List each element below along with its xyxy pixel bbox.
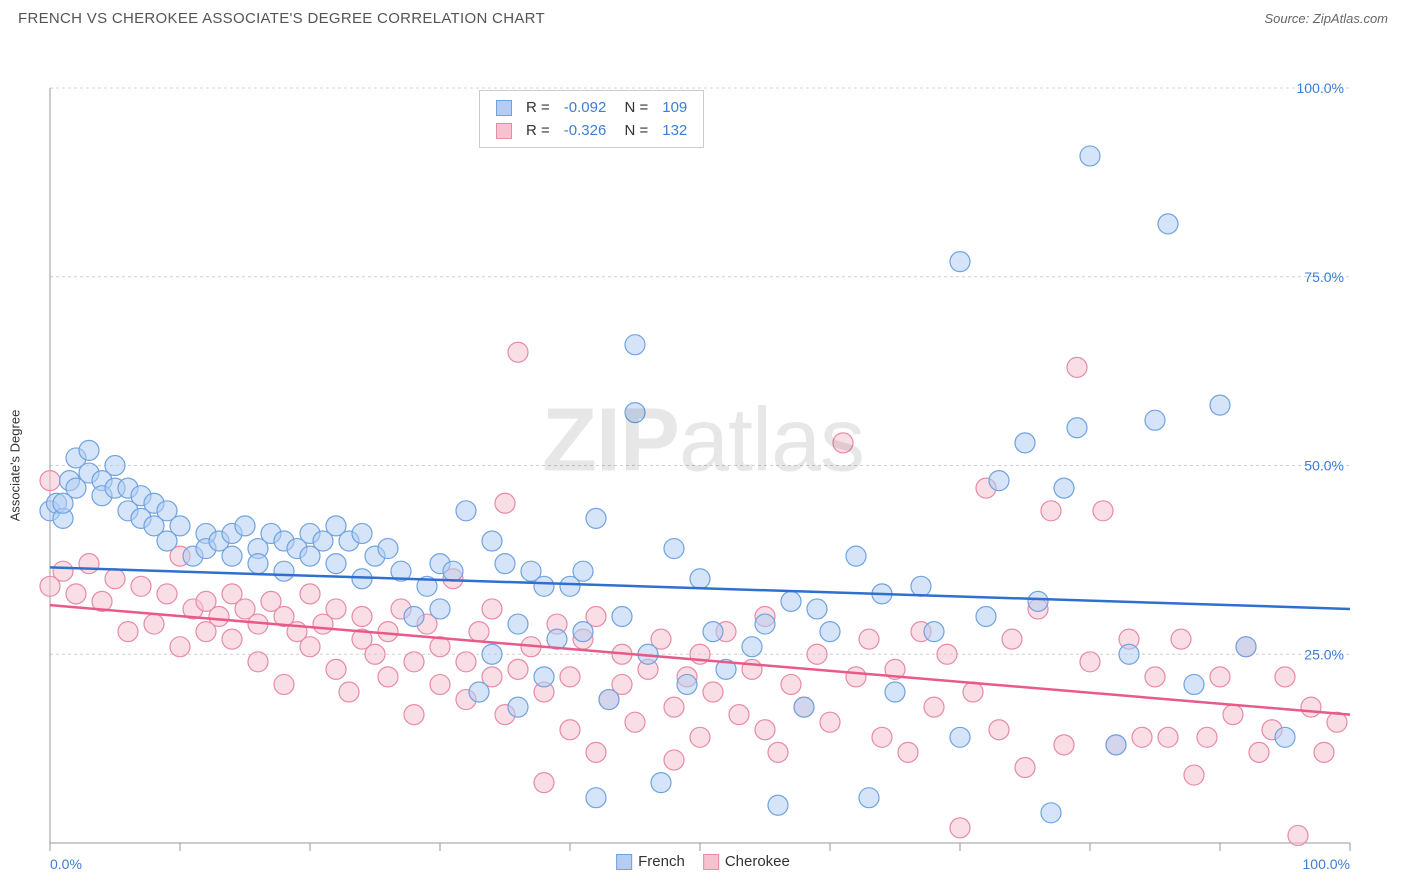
- header: FRENCH VS CHEROKEE ASSOCIATE'S DEGREE CO…: [0, 0, 1406, 33]
- svg-text:75.0%: 75.0%: [1304, 269, 1344, 285]
- chart-container: Associate's Degree 25.0%50.0%75.0%100.0%…: [0, 33, 1406, 883]
- svg-text:25.0%: 25.0%: [1304, 646, 1344, 662]
- source-label: Source: ZipAtlas.com: [1264, 11, 1388, 26]
- legend-item: French: [616, 853, 685, 870]
- legend-item: Cherokee: [703, 853, 790, 870]
- svg-text:50.0%: 50.0%: [1304, 458, 1344, 474]
- series-legend: French Cherokee: [616, 853, 790, 870]
- chart-title: FRENCH VS CHEROKEE ASSOCIATE'S DEGREE CO…: [18, 10, 545, 27]
- correlation-legend: R =-0.092 N =109R =-0.326 N =132: [479, 90, 704, 148]
- svg-text:0.0%: 0.0%: [50, 856, 82, 872]
- svg-text:100.0%: 100.0%: [1303, 856, 1350, 872]
- scatter-chart: 25.0% 50.0% 75.0% 100.0% 0.0% 100.0%: [0, 33, 1406, 883]
- svg-text:100.0%: 100.0%: [1297, 80, 1344, 96]
